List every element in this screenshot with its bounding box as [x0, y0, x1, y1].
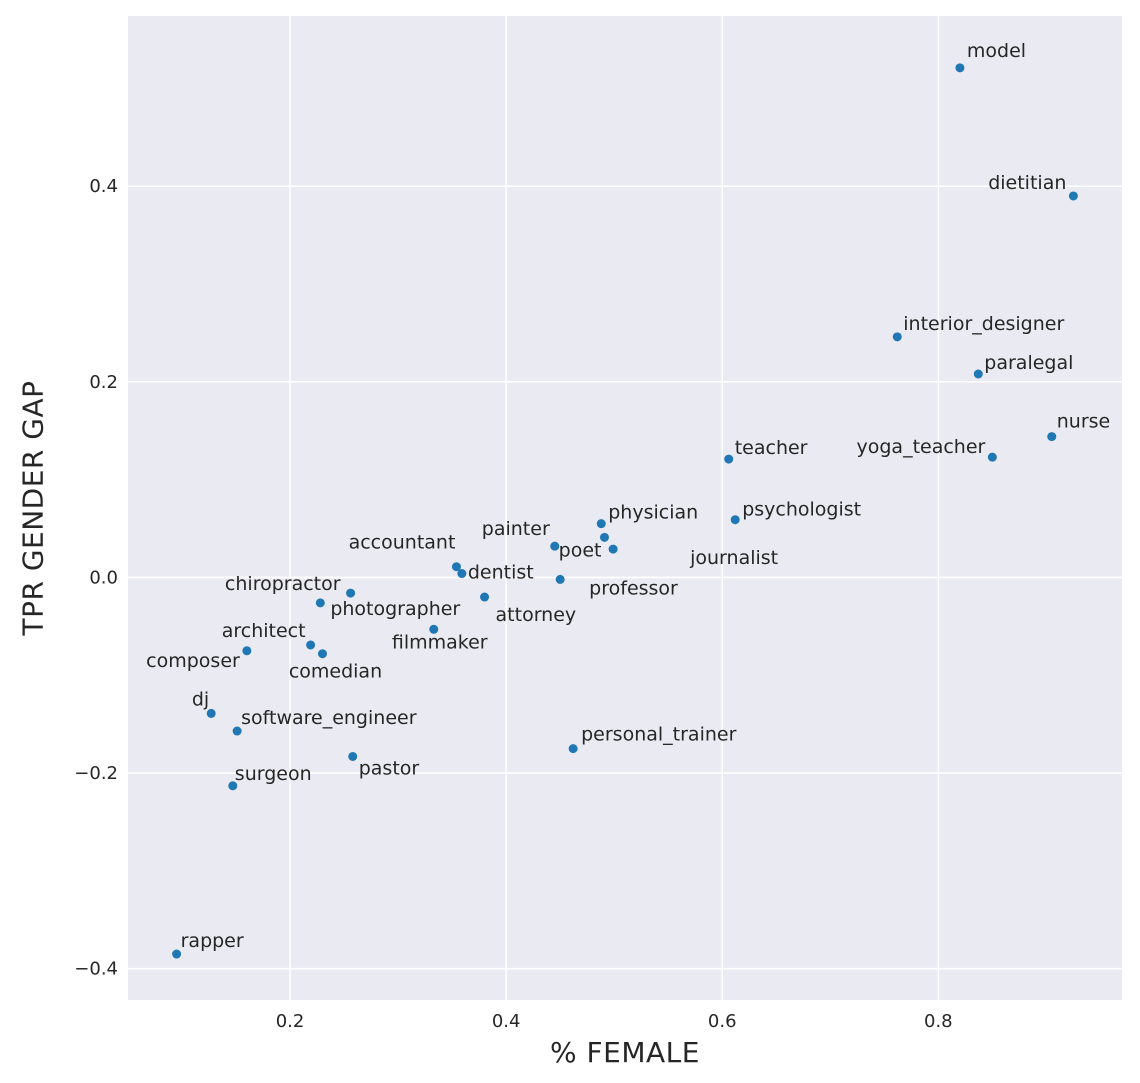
data-point-teacher[interactable]	[724, 454, 734, 464]
point-label-comedian: comedian	[289, 661, 382, 683]
data-point-professor[interactable]	[555, 574, 565, 584]
data-point-pastor[interactable]	[348, 751, 358, 761]
point-label-personal_trainer: personal_trainer	[581, 724, 736, 746]
point-label-poet: poet	[559, 539, 602, 561]
y-tick-label: −0.2	[74, 763, 118, 784]
point-label-accountant: accountant	[349, 532, 456, 554]
data-point-comedian[interactable]	[317, 649, 327, 659]
data-point-architect[interactable]	[306, 640, 316, 650]
data-point-interior_designer[interactable]	[892, 332, 902, 342]
point-label-attorney: attorney	[496, 604, 577, 626]
data-point-attorney[interactable]	[480, 592, 490, 602]
point-label-model: model	[967, 40, 1026, 62]
data-point-dj[interactable]	[206, 708, 216, 718]
point-label-composer: composer	[146, 650, 240, 672]
point-label-journalist: journalist	[689, 547, 778, 569]
point-label-teacher: teacher	[735, 437, 808, 459]
x-axis-title: % FEMALE	[550, 1036, 700, 1069]
x-tick-label: 0.8	[924, 1011, 953, 1032]
data-point-dentist[interactable]	[457, 569, 467, 579]
data-point-accountant[interactable]	[451, 562, 461, 572]
point-label-paralegal: paralegal	[984, 352, 1073, 374]
point-label-pastor: pastor	[359, 757, 420, 779]
point-label-dj: dj	[192, 688, 209, 710]
point-label-interior_designer: interior_designer	[903, 313, 1064, 335]
data-point-physician[interactable]	[596, 519, 606, 529]
data-point-painter[interactable]	[550, 541, 560, 551]
point-label-physician: physician	[608, 502, 698, 524]
point-label-filmmaker: filmmaker	[392, 631, 488, 653]
data-point-personal_trainer[interactable]	[568, 744, 578, 754]
data-point-chiropractor[interactable]	[346, 588, 356, 598]
point-label-architect: architect	[222, 620, 306, 642]
x-tick-label: 0.2	[276, 1011, 305, 1032]
data-point-journalist[interactable]	[608, 544, 618, 554]
x-tick-label: 0.6	[708, 1011, 737, 1032]
point-label-professor: professor	[589, 577, 678, 599]
data-point-rapper[interactable]	[172, 949, 182, 959]
point-label-photographer: photographer	[330, 598, 460, 620]
y-tick-label: −0.4	[74, 959, 118, 980]
plot-background	[128, 16, 1122, 1000]
data-point-software_engineer[interactable]	[232, 726, 242, 736]
point-label-psychologist: psychologist	[742, 499, 861, 521]
data-point-poet[interactable]	[599, 532, 609, 542]
point-label-dietitian: dietitian	[988, 172, 1066, 194]
point-label-software_engineer: software_engineer	[241, 707, 417, 729]
point-label-nurse: nurse	[1057, 411, 1110, 433]
y-tick-label: 0.2	[89, 372, 118, 393]
data-point-dietitian[interactable]	[1068, 191, 1078, 201]
data-point-surgeon[interactable]	[228, 781, 238, 791]
point-label-chiropractor: chiropractor	[225, 573, 341, 595]
x-tick-label: 0.4	[492, 1011, 521, 1032]
y-tick-label: 0.0	[89, 567, 118, 588]
point-label-dentist: dentist	[468, 562, 534, 584]
point-label-yoga_teacher: yoga_teacher	[857, 436, 986, 458]
y-tick-label: 0.4	[89, 176, 118, 197]
point-label-rapper: rapper	[181, 930, 244, 952]
data-point-photographer[interactable]	[315, 598, 325, 608]
data-point-filmmaker[interactable]	[429, 624, 439, 634]
point-label-painter: painter	[482, 518, 550, 540]
y-axis-title: TPR GENDER GAP	[16, 380, 50, 636]
data-point-model[interactable]	[955, 63, 965, 73]
data-point-yoga_teacher[interactable]	[987, 452, 997, 462]
point-label-surgeon: surgeon	[235, 763, 312, 785]
data-point-paralegal[interactable]	[973, 369, 983, 379]
data-point-nurse[interactable]	[1047, 432, 1057, 442]
data-point-composer[interactable]	[242, 646, 252, 656]
data-point-psychologist[interactable]	[730, 515, 740, 525]
